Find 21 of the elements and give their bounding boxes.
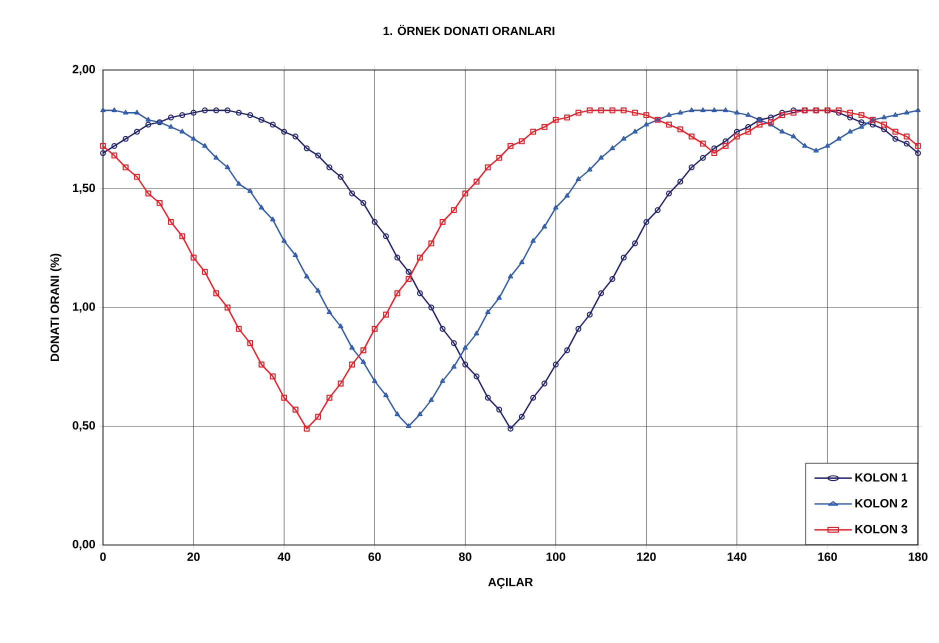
chart-title: 1. ÖRNEK DONATI ORANLARI xyxy=(384,24,554,36)
legend-label: KOLON 2 xyxy=(855,499,908,508)
x-tick-label: 140 xyxy=(728,552,746,561)
x-tick-label: 160 xyxy=(818,552,837,561)
y-tick-label: 0,50 xyxy=(72,421,95,432)
y-tick-label: 1,00 xyxy=(72,302,95,313)
x-tick-label: 20 xyxy=(187,552,200,561)
x-tick-label: 40 xyxy=(278,552,290,561)
x-axis-title: AÇILAR xyxy=(488,578,533,589)
x-tick-label: 100 xyxy=(546,552,566,561)
y-axis-title: DONATI ORANI (%) xyxy=(50,254,62,362)
y-tick-label: 2,00 xyxy=(72,64,95,76)
x-tick-label: 60 xyxy=(368,552,381,561)
y-tick-label: 0,00 xyxy=(72,540,95,550)
legend-label: KOLON 1 xyxy=(855,473,908,482)
legend-label: KOLON 3 xyxy=(855,524,908,534)
x-tick-label: 180 xyxy=(908,552,928,561)
y-tick-label: 1,50 xyxy=(72,184,95,194)
x-tick-label: 120 xyxy=(637,552,656,561)
x-tick-label: 0 xyxy=(100,552,106,561)
x-tick-label: 80 xyxy=(458,552,472,561)
